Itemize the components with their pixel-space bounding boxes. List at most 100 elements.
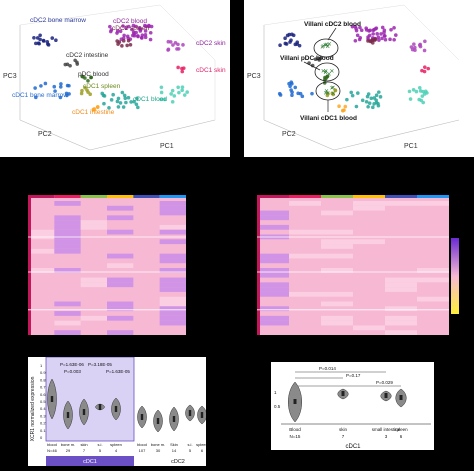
heatmap-cell (107, 315, 134, 321)
y-tick-label: 0.1 (40, 428, 46, 433)
scatter-point (143, 35, 148, 40)
heatmap-cell (385, 330, 417, 335)
villani-point: ✕ (330, 85, 335, 92)
scatter-point (371, 105, 375, 110)
y-tick-label: 0 (40, 435, 43, 440)
heatmap-cell (289, 253, 321, 259)
heatmap-cell (159, 201, 186, 206)
violin-right-svg: P=0.014 P=0.17 P=0.029 1 0.5 Blood N=15 sk… (274, 366, 431, 450)
scatter-point (32, 35, 36, 40)
count-label: 107 (139, 448, 146, 453)
scatter-point (101, 93, 106, 98)
scatter-point (293, 42, 298, 47)
arrow-pdc (303, 61, 321, 71)
scatter-point (367, 101, 372, 106)
scatter-point (374, 93, 379, 98)
ytick-05: 0.5 (274, 404, 281, 409)
scatter-point (126, 24, 131, 29)
scatter-point (176, 65, 180, 70)
heatmap-right (257, 195, 449, 335)
heatmap-cell (159, 229, 186, 235)
scatter-point (129, 100, 133, 104)
heatmap-cell (385, 201, 417, 206)
heatmap-cell (257, 268, 289, 273)
scatter-point (417, 97, 421, 102)
violin-box (114, 406, 118, 412)
scatter-point (353, 38, 358, 43)
scatter-point (120, 44, 124, 48)
scatter-point (375, 32, 380, 36)
y-tick-label: 0.2 (40, 421, 46, 426)
grid-line (159, 4, 216, 61)
colorbar-gradient (451, 238, 459, 314)
scatter-point (392, 37, 396, 42)
heatmap-cell (159, 311, 186, 316)
scatter-point (412, 42, 416, 46)
scatter-point (392, 26, 396, 30)
villani-point: ✕ (324, 88, 329, 95)
violin-box (172, 416, 176, 422)
heatmap-cell (159, 277, 186, 283)
heatmap-cell (107, 263, 134, 268)
scatter-point (376, 101, 380, 106)
heatmap-cell (80, 220, 107, 225)
scatter-point (159, 90, 164, 95)
heatmap-cell (159, 296, 186, 302)
violin-box (50, 396, 54, 402)
heatmap-cell (321, 239, 353, 245)
column-color-bar (385, 195, 417, 198)
scatter-point (169, 92, 173, 96)
scatter-point (317, 58, 322, 62)
scatter-point (423, 39, 427, 44)
scatter-point (144, 24, 148, 29)
heatmap-cell (257, 253, 289, 259)
scatter-point (135, 96, 139, 101)
scatter-point (407, 89, 412, 94)
violin-box (66, 412, 70, 418)
scatter-point (389, 27, 393, 32)
heatmap-cell (107, 330, 134, 335)
scatter-point (34, 41, 38, 46)
column-color-bar (353, 195, 385, 198)
heatmap-cell (159, 268, 186, 273)
scatter-point (166, 47, 171, 52)
scatter-point (85, 88, 89, 92)
scatter-point (377, 38, 381, 42)
label-cdc2-skin: cDC2 skin (196, 40, 226, 47)
heatmap-cell (159, 224, 186, 230)
heatmap-cell (289, 229, 321, 235)
scatter-point (300, 94, 305, 99)
scatter-point (349, 90, 354, 95)
scatter-point (79, 91, 84, 96)
column-color-bar (321, 195, 353, 198)
group-label-cdc2: cDC2 (171, 459, 185, 465)
scatter-point (170, 88, 175, 93)
heatmap-cell (257, 291, 289, 297)
heatmap-cell (385, 282, 417, 288)
scatter-point (136, 105, 140, 110)
y-axis-label: XCR1 normalized expression (30, 376, 36, 441)
heatmap-cell (321, 244, 353, 249)
heatmap-cell (107, 229, 134, 235)
scatter-point (278, 43, 282, 48)
count-label: 30 (156, 448, 161, 453)
scatter-point (388, 37, 392, 42)
heatmap-cell (159, 258, 186, 264)
heatmap-cell (54, 320, 81, 326)
pc2-axis (263, 119, 335, 151)
heatmap-cell (54, 215, 81, 221)
pc2-label: PC2 (38, 131, 52, 138)
heatmap-cell (54, 311, 81, 316)
heatmap-cell (289, 201, 321, 206)
scatter-point (371, 28, 376, 33)
y-tick-label: 0.4 (40, 406, 46, 411)
scatter-point (420, 94, 425, 98)
scatter-point (125, 43, 129, 48)
column-color-bar (133, 195, 160, 198)
scatter-point (134, 24, 138, 29)
heatmap-cell (54, 248, 81, 254)
heatmap-cell (257, 210, 289, 216)
scatter-point (54, 38, 58, 43)
heatmap-cell (28, 229, 55, 235)
label-pdc-blood: pDC blood (78, 71, 109, 78)
